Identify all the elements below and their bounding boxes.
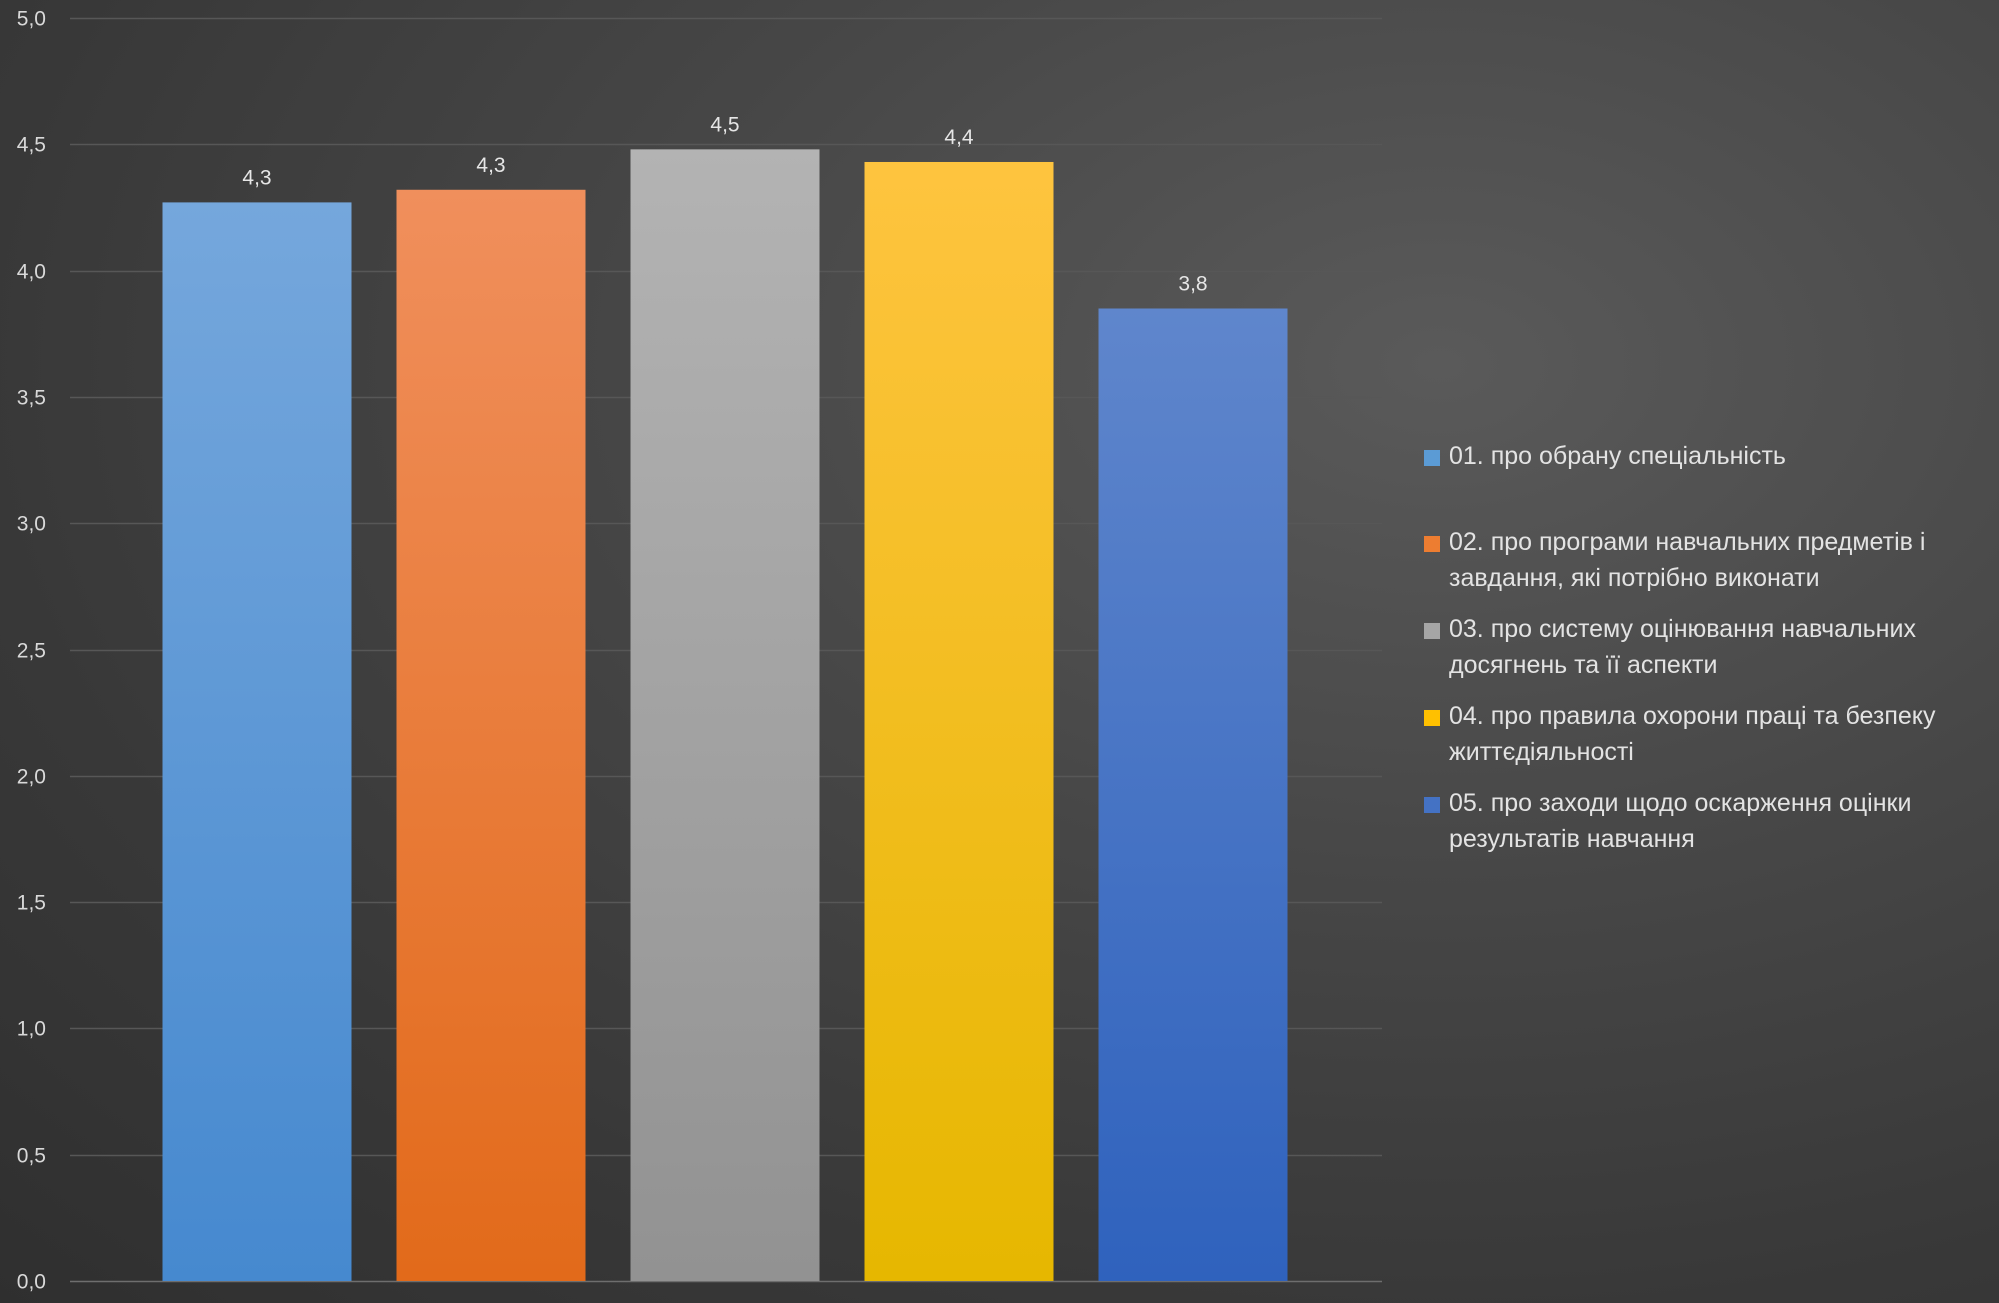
legend-item-01: 01. про обрану спеціальність [1424,438,1984,474]
legend-swatch-01 [1424,450,1440,466]
y-tick-label: 3,0 [17,513,46,536]
legend-item-04: 04. про правила охорони праці та безпеку… [1424,698,1984,770]
legend-label-03: 03. про систему оцінювання навчальних до… [1449,615,1916,679]
legend-item-05: 05. про заходи щодо оскарження оцінки ре… [1424,785,1984,857]
legend-label-05: 05. про заходи щодо оскарження оцінки ре… [1449,789,1912,853]
legend-label-04: 04. про правила охорони праці та безпеку… [1449,702,1936,766]
bar-02 [396,189,586,1281]
legend-item-02: 02. про програми навчальних предметів і … [1424,524,1984,596]
legend-swatch-03 [1424,623,1440,639]
data-label-02: 4,3 [476,154,505,177]
y-tick-label: 0,5 [17,1145,46,1168]
legend-swatch-04 [1424,710,1440,726]
data-labels: 4,3 4,3 4,5 4,4 3,8 [242,113,1207,295]
data-label-01: 4,3 [242,166,271,189]
y-tick-label: 2,0 [17,766,46,789]
data-label-05: 3,8 [1178,272,1207,295]
bar-05 [1098,308,1288,1281]
legend-swatch-02 [1424,536,1440,552]
legend-item-03: 03. про систему оцінювання навчальних до… [1424,611,1984,683]
bars [162,149,1288,1282]
y-tick-label: 1,0 [17,1018,46,1041]
y-tick-label: 1,5 [17,892,46,915]
legend-label-01: 01. про обрану спеціальність [1449,442,1786,470]
y-tick-label: 0,0 [17,1271,46,1294]
y-tick-label: 4,0 [17,261,46,284]
y-axis-ticks: 0,0 0,5 1,0 1,5 2,0 2,5 3,0 3,5 4,0 4,5 5,0 [17,8,46,1294]
data-label-03: 4,5 [710,113,739,136]
y-tick-label: 5,0 [17,8,46,31]
bar-03 [630,149,820,1281]
bar-01 [162,202,352,1282]
legend-swatch-05 [1424,797,1440,813]
legend: 01. про обрану спеціальність 02. про про… [1424,438,1984,872]
bar-04 [864,161,1054,1282]
y-tick-label: 4,5 [17,134,46,157]
y-tick-label: 3,5 [17,387,46,410]
legend-label-02: 02. про програми навчальних предметів і … [1449,528,1926,592]
y-tick-label: 2,5 [17,640,46,663]
data-label-04: 4,4 [944,126,974,149]
